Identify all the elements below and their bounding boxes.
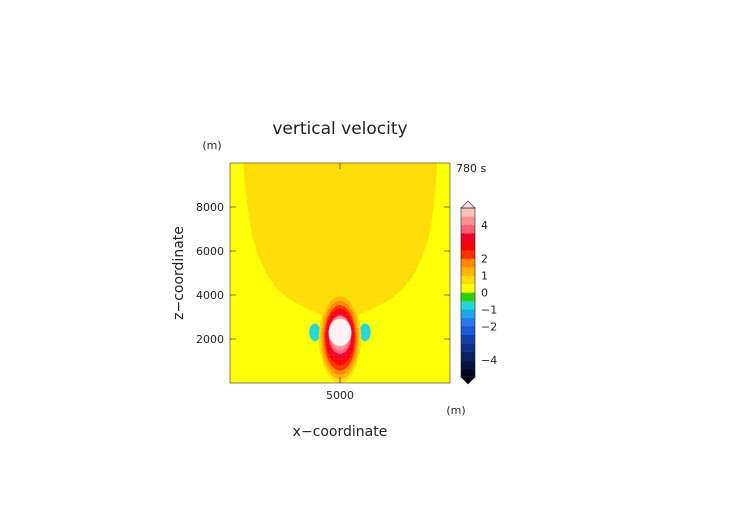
colorbar-swatch bbox=[461, 368, 475, 378]
core-center bbox=[328, 318, 352, 346]
downdraft-cell bbox=[359, 323, 371, 342]
colorbar-swatch bbox=[461, 343, 475, 352]
colorbar-swatch bbox=[461, 224, 475, 234]
downdraft-cells bbox=[309, 323, 371, 342]
colorbar-tick-label: 4 bbox=[481, 219, 488, 232]
colorbar-lower-triangle bbox=[460, 376, 476, 385]
colorbar-tick-label: −4 bbox=[481, 354, 497, 367]
updraft-core-contours bbox=[318, 292, 362, 383]
colorbar-swatch bbox=[461, 258, 475, 268]
x-unit-label: (m) bbox=[446, 404, 465, 417]
colorbar-swatch bbox=[461, 241, 475, 251]
colorbar-swatch bbox=[461, 275, 475, 285]
colorbar-tick-label: 1 bbox=[481, 270, 488, 283]
plot-area bbox=[230, 163, 450, 383]
colorbar-tick-label: 2 bbox=[481, 253, 488, 266]
colorbar-upper-triangle bbox=[460, 200, 476, 209]
colorbar-swatch bbox=[461, 208, 475, 217]
x-axis-ticks: 5000 bbox=[326, 163, 354, 402]
y-unit-label: (m) bbox=[202, 139, 221, 152]
y-axis-ticks: 2000 4000 6000 8000 bbox=[196, 201, 450, 346]
colorbar-swatch bbox=[461, 317, 475, 327]
colorbar-swatch bbox=[461, 334, 475, 344]
colorbar-swatch bbox=[461, 250, 475, 259]
y-tick-label: 2000 bbox=[196, 333, 224, 346]
x-tick-label: 5000 bbox=[326, 389, 354, 402]
colorbar-tick-label: 0 bbox=[481, 287, 488, 300]
colorbar-swatch bbox=[461, 216, 475, 226]
colorbar-tick-label: −2 bbox=[481, 320, 497, 333]
y-tick-label: 6000 bbox=[196, 245, 224, 258]
downdraft-cell bbox=[309, 323, 321, 342]
y-tick-label: 4000 bbox=[196, 289, 224, 302]
time-label: 780 s bbox=[456, 162, 486, 175]
colorbar-frame bbox=[460, 207, 476, 378]
colorbar-swatch bbox=[461, 267, 475, 276]
colorbar-swatch bbox=[461, 326, 475, 335]
colorbar-swatch bbox=[461, 360, 475, 369]
colorbar-swatch bbox=[461, 284, 475, 293]
updraft-region-fill bbox=[243, 163, 437, 320]
colorbar-swatch bbox=[461, 351, 475, 361]
model-grid bbox=[230, 163, 450, 383]
colorbar-swatch bbox=[461, 300, 475, 310]
colorbar-tick-label: −1 bbox=[481, 303, 497, 316]
colorbar-swatch bbox=[461, 292, 475, 302]
colorbar-swatch bbox=[461, 233, 475, 242]
x-axis-label: x−coordinate bbox=[293, 424, 388, 440]
y-tick-label: 8000 bbox=[196, 201, 224, 214]
colorbar: 4 2 1 0 −1 −2 −4 bbox=[460, 200, 497, 385]
y-axis-label: z−coordinate bbox=[171, 226, 187, 320]
chart-title: vertical velocity bbox=[272, 119, 407, 139]
colorbar-swatch bbox=[461, 309, 475, 319]
